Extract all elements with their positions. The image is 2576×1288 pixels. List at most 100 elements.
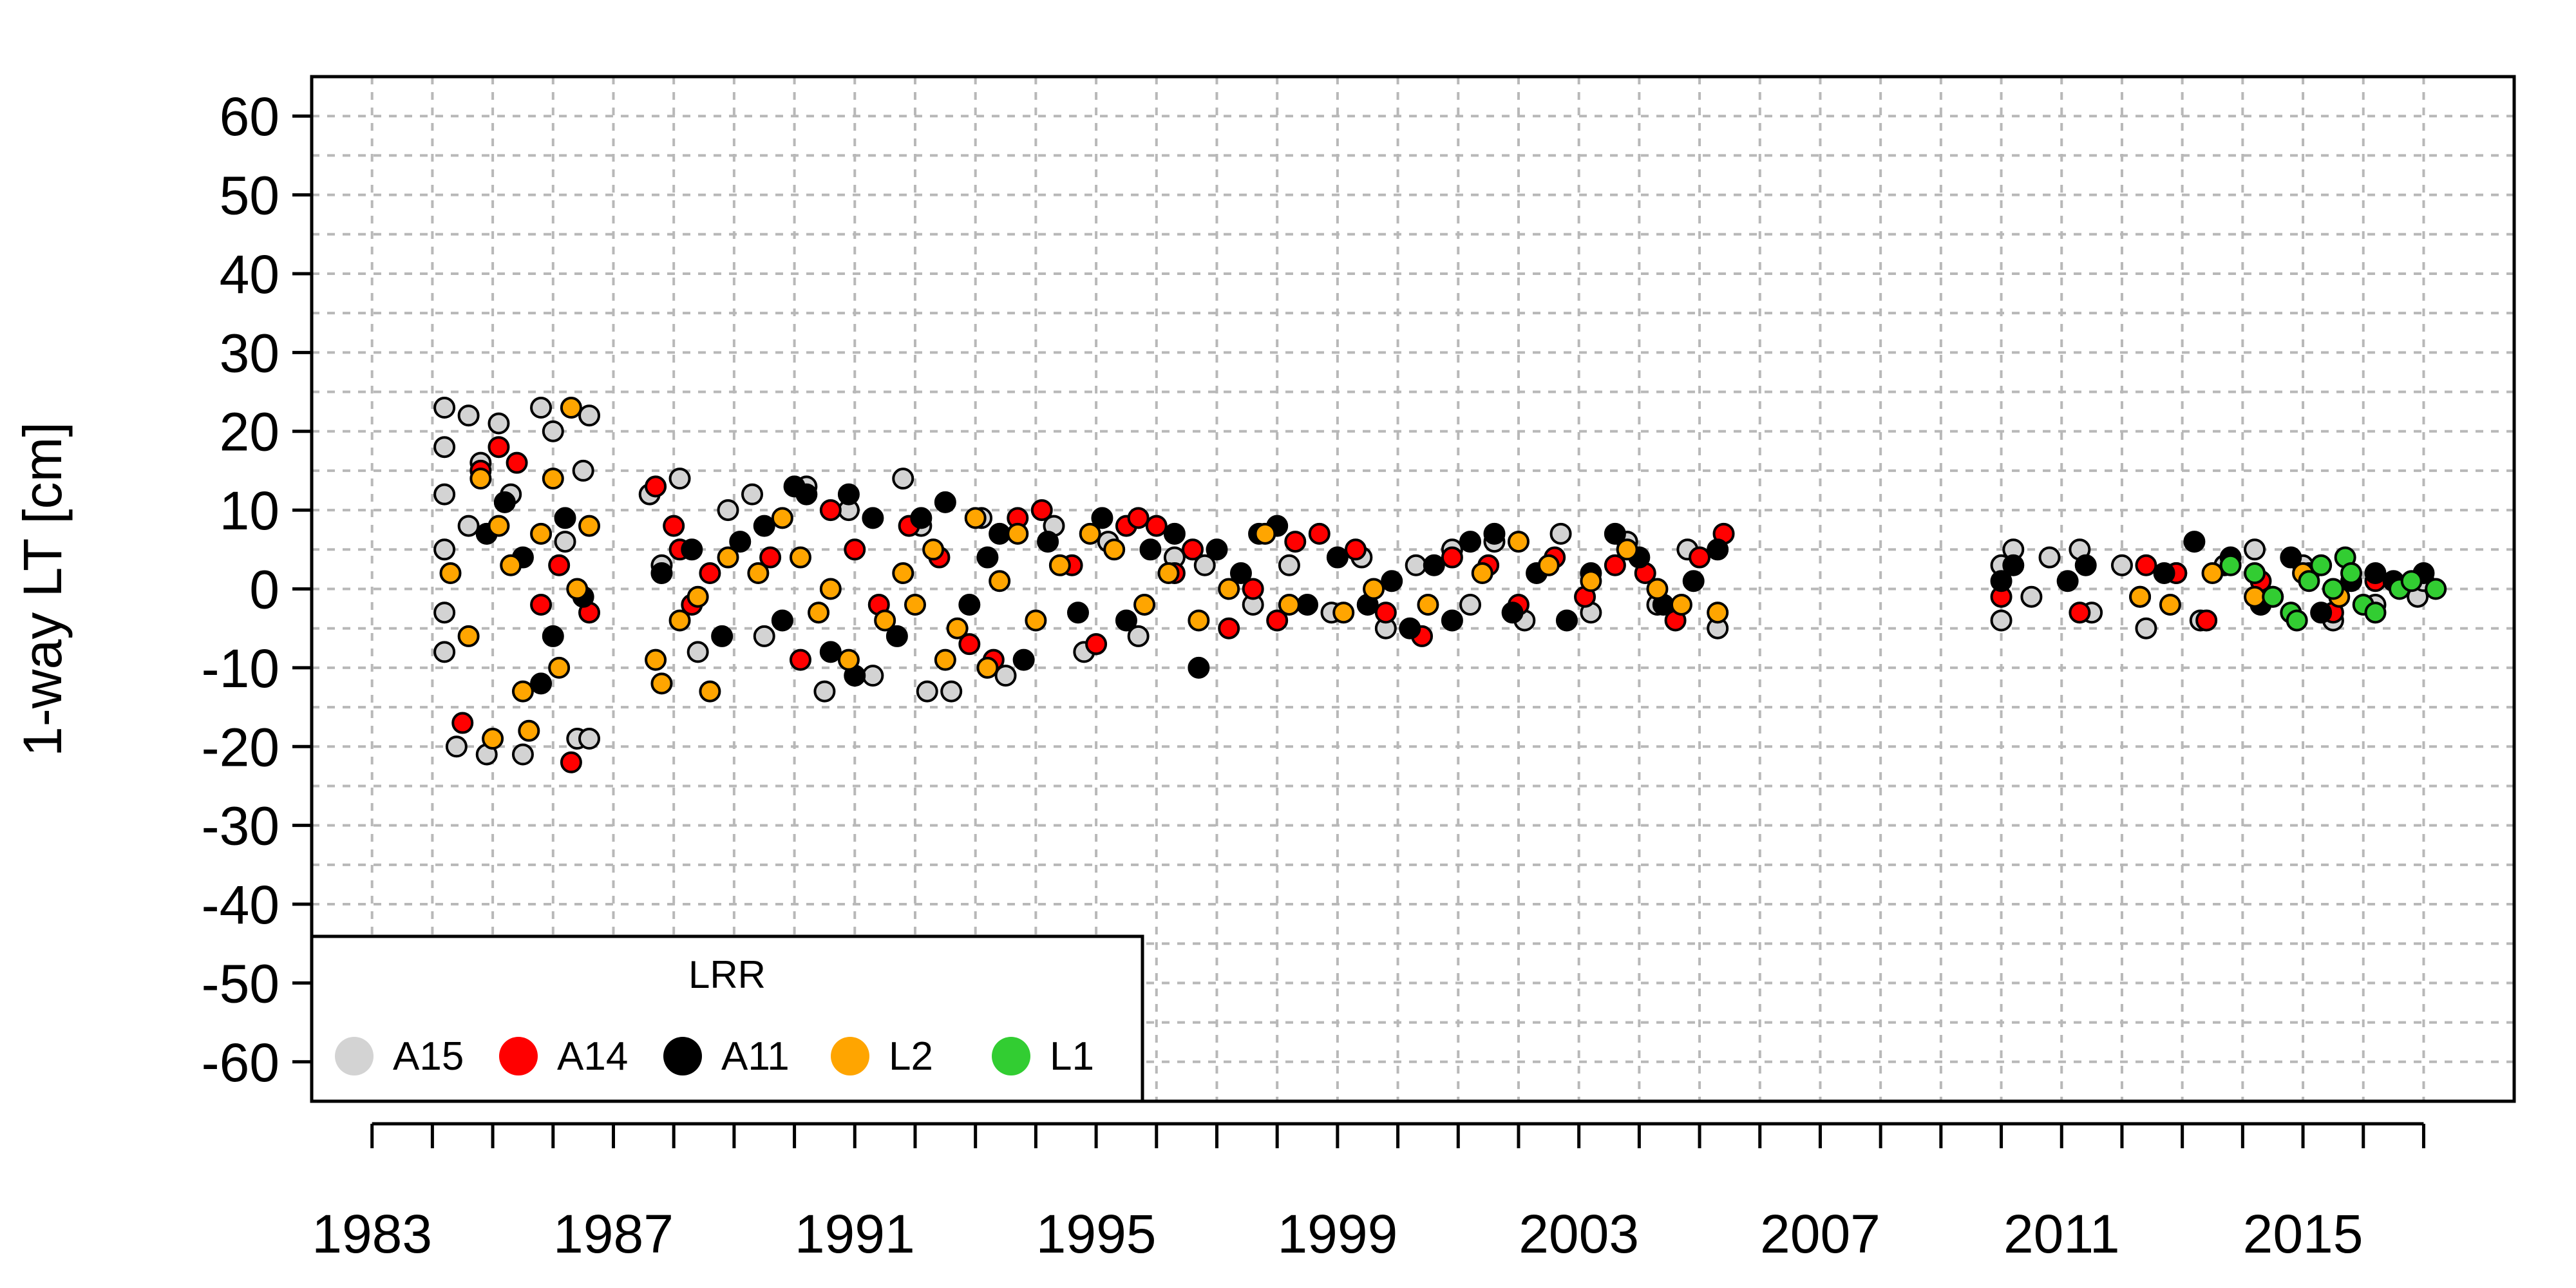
data-point (2364, 562, 2387, 585)
data-point (844, 538, 866, 561)
data-point (789, 649, 811, 671)
data-point (469, 468, 492, 490)
data-point (892, 562, 914, 585)
data-point (1580, 570, 1602, 592)
data-point (1471, 562, 1493, 585)
data-point (916, 680, 938, 703)
data-point (433, 483, 456, 506)
data-point (433, 641, 456, 663)
y-tick-label: -10 (202, 638, 279, 699)
data-point (922, 538, 945, 561)
data-point (976, 546, 999, 569)
data-point (1459, 531, 1482, 553)
data-point (1707, 601, 1729, 624)
legend-entry-A11: A11 (663, 1034, 790, 1079)
data-point (1079, 522, 1101, 545)
y-tick-label: 30 (220, 323, 279, 383)
data-point (1326, 546, 1349, 569)
data-point (753, 625, 775, 647)
data-point (1483, 522, 1506, 545)
data-point (457, 404, 480, 427)
y-tick-label: 60 (220, 86, 279, 147)
data-point (1157, 562, 1180, 585)
data-point (1278, 593, 1300, 616)
data-point (542, 625, 564, 647)
data-point (542, 420, 564, 442)
data-point (668, 609, 691, 632)
data-point (2129, 585, 2152, 608)
data-point (837, 649, 860, 671)
data-point (530, 397, 553, 419)
data-point (976, 656, 999, 679)
data-point (457, 515, 480, 537)
data-point (560, 751, 582, 773)
data-point (2038, 546, 2061, 569)
data-point (1278, 554, 1300, 576)
legend-marker (992, 1037, 1030, 1075)
data-point (2219, 554, 2242, 576)
data-point (548, 554, 571, 576)
data-point (1423, 554, 1445, 576)
data-point (717, 546, 739, 569)
legend-marker (499, 1037, 538, 1075)
data-point (1103, 538, 1126, 561)
data-point (457, 625, 480, 647)
data-point (1206, 538, 1228, 561)
data-point (813, 680, 836, 703)
data-point (819, 499, 842, 522)
data-point (1115, 609, 1137, 632)
data-point (578, 404, 601, 427)
data-point (566, 578, 589, 600)
data-point (934, 491, 956, 513)
legend-entry-L2: L2 (831, 1034, 933, 1079)
data-point (2244, 538, 2266, 561)
legend-label: A11 (721, 1034, 790, 1079)
y-tick-label: 50 (220, 166, 279, 226)
data-point (1163, 522, 1186, 545)
data-point (1399, 617, 1421, 639)
data-point (771, 507, 793, 529)
x-tick-label: 1987 (553, 1204, 674, 1264)
data-point (687, 641, 709, 663)
data-point (1501, 601, 1524, 624)
y-tick-label: 0 (249, 560, 279, 620)
data-point (2195, 609, 2218, 632)
data-point (488, 515, 510, 537)
data-point (964, 507, 987, 529)
data-point (2425, 578, 2447, 600)
y-tick-label: -20 (202, 717, 279, 777)
data-point (2322, 578, 2344, 600)
data-point (1048, 554, 1071, 576)
data-point (645, 475, 667, 498)
data-point (1381, 570, 1403, 592)
x-tick-label: 2003 (1519, 1204, 1639, 1264)
x-tick-label: 1995 (1036, 1204, 1157, 1264)
data-point (511, 743, 534, 766)
data-point (2286, 609, 2308, 632)
data-point (439, 562, 462, 585)
data-point (1604, 522, 1626, 545)
legend-label: A15 (393, 1034, 464, 1079)
data-point (1441, 609, 1463, 632)
x-tick-label: 1999 (1277, 1204, 1397, 1264)
data-point (2298, 570, 2320, 592)
data-point (1417, 593, 1439, 616)
x-tick-label: 2007 (1760, 1204, 1880, 1264)
data-point (862, 665, 884, 687)
data-point (530, 593, 553, 616)
data-point (578, 728, 601, 750)
data-point (500, 554, 522, 576)
data-point (1193, 554, 1216, 576)
data-point (1007, 522, 1029, 545)
data-point (2244, 585, 2266, 608)
data-point (433, 601, 456, 624)
data-point (1682, 570, 1705, 592)
data-point (681, 538, 703, 561)
data-point (753, 515, 775, 537)
data-point (1374, 601, 1397, 624)
data-point (699, 562, 721, 585)
data-point (1030, 499, 1053, 522)
data-point (862, 507, 884, 529)
data-point (837, 483, 860, 506)
data-point (729, 531, 752, 553)
